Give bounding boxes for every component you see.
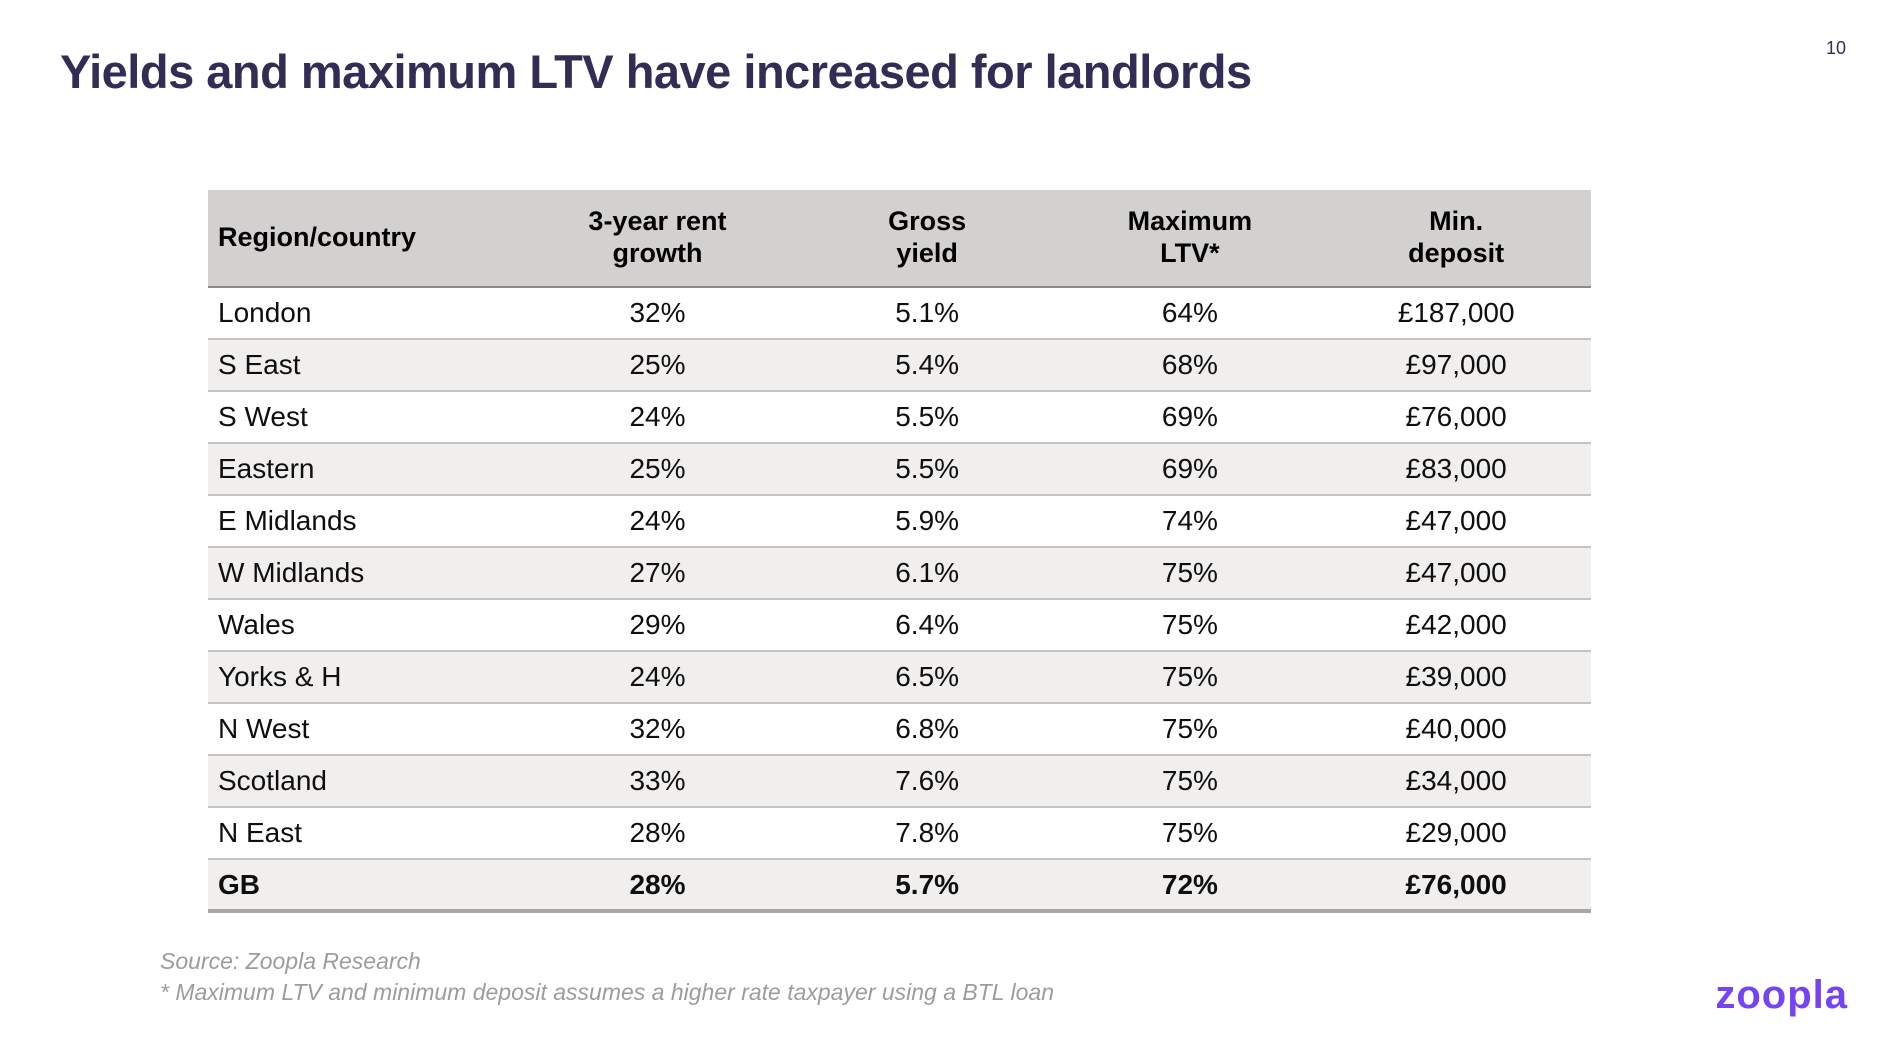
value-cell: £34,000 <box>1321 755 1591 808</box>
value-cell: £29,000 <box>1321 807 1591 860</box>
value-cell: 5.7% <box>795 859 1059 913</box>
value-cell: 6.5% <box>795 651 1059 704</box>
value-cell: 75% <box>1058 547 1322 600</box>
footnote-text: * Maximum LTV and minimum deposit assume… <box>160 979 1055 1006</box>
value-cell: 68% <box>1058 339 1322 392</box>
value-cell: 69% <box>1058 443 1322 496</box>
region-cell: N West <box>208 703 520 756</box>
value-cell: 32% <box>519 287 796 340</box>
value-cell: 64% <box>1058 287 1322 340</box>
value-cell: 24% <box>519 495 796 548</box>
page-title: Yields and maximum LTV have increased fo… <box>60 45 1252 98</box>
value-cell: 6.1% <box>795 547 1059 600</box>
column-header-max-ltv: Maximum LTV* <box>1058 190 1322 288</box>
value-cell: 69% <box>1058 391 1322 444</box>
table-row: London 32% 5.1% 64% £187,000 <box>208 287 1591 340</box>
region-cell: Eastern <box>208 443 520 496</box>
value-cell: 24% <box>519 391 796 444</box>
value-cell: 5.1% <box>795 287 1059 340</box>
region-cell: Scotland <box>208 755 520 808</box>
value-cell: 74% <box>1058 495 1322 548</box>
source-text: Source: Zoopla Research <box>160 948 421 974</box>
table-row: N East 28% 7.8% 75% £29,000 <box>208 807 1591 860</box>
value-cell: 75% <box>1058 755 1322 808</box>
region-cell: S East <box>208 339 520 392</box>
value-cell: 24% <box>519 651 796 704</box>
value-cell: £83,000 <box>1321 443 1591 496</box>
table-row: Yorks & H 24% 6.5% 75% £39,000 <box>208 651 1591 704</box>
value-cell: £40,000 <box>1321 703 1591 756</box>
regions-table: Region/country 3-year rent growth Gross … <box>208 190 1591 913</box>
value-cell: £47,000 <box>1321 495 1591 548</box>
table-row: Wales 29% 6.4% 75% £42,000 <box>208 599 1591 652</box>
value-cell: 25% <box>519 443 796 496</box>
value-cell: £97,000 <box>1321 339 1591 392</box>
column-header-rent-growth: 3-year rent growth <box>519 190 796 288</box>
value-cell: 75% <box>1058 807 1322 860</box>
table-row: S East 25% 5.4% 68% £97,000 <box>208 339 1591 392</box>
value-cell: £39,000 <box>1321 651 1591 704</box>
region-cell: London <box>208 287 520 340</box>
value-cell: 5.9% <box>795 495 1059 548</box>
page-number: 10 <box>1825 38 1846 58</box>
value-cell: 27% <box>519 547 796 600</box>
column-header-gross-yield: Gross yield <box>795 190 1059 288</box>
value-cell: £42,000 <box>1321 599 1591 652</box>
data-table-container: Region/country 3-year rent growth Gross … <box>208 190 1591 913</box>
table-total-row: GB 28% 5.7% 72% £76,000 <box>208 859 1591 913</box>
zoopla-logo: zoopla <box>1715 973 1848 1017</box>
value-cell: £187,000 <box>1321 287 1591 340</box>
value-cell: 29% <box>519 599 796 652</box>
value-cell: 75% <box>1058 703 1322 756</box>
value-cell: 7.8% <box>795 807 1059 860</box>
region-cell: S West <box>208 391 520 444</box>
column-header-region: Region/country <box>208 190 520 288</box>
value-cell: 5.5% <box>795 443 1059 496</box>
table-row: E Midlands 24% 5.9% 74% £47,000 <box>208 495 1591 548</box>
value-cell: 5.4% <box>795 339 1059 392</box>
table-row: S West 24% 5.5% 69% £76,000 <box>208 391 1591 444</box>
table-row: W Midlands 27% 6.1% 75% £47,000 <box>208 547 1591 600</box>
value-cell: 28% <box>519 807 796 860</box>
table-row: Scotland 33% 7.6% 75% £34,000 <box>208 755 1591 808</box>
value-cell: 33% <box>519 755 796 808</box>
table-row: N West 32% 6.8% 75% £40,000 <box>208 703 1591 756</box>
footer-notes: Source: Zoopla Research * Maximum LTV an… <box>160 946 1054 1008</box>
region-cell: Wales <box>208 599 520 652</box>
value-cell: 75% <box>1058 651 1322 704</box>
value-cell: 6.8% <box>795 703 1059 756</box>
value-cell: 6.4% <box>795 599 1059 652</box>
table-header: Region/country 3-year rent growth Gross … <box>208 190 1591 288</box>
value-cell: 32% <box>519 703 796 756</box>
value-cell: 25% <box>519 339 796 392</box>
value-cell: 75% <box>1058 599 1322 652</box>
value-cell: 72% <box>1058 859 1322 913</box>
table-body: London 32% 5.1% 64% £187,000 S East 25% 5.4% 68%… <box>208 287 1591 913</box>
column-header-min-deposit: Min. deposit <box>1321 190 1591 288</box>
table-header-row: Region/country 3-year rent growth Gross … <box>208 190 1591 288</box>
region-cell: E Midlands <box>208 495 520 548</box>
region-cell: GB <box>208 859 520 913</box>
region-cell: W Midlands <box>208 547 520 600</box>
region-cell: N East <box>208 807 520 860</box>
table-row: Eastern 25% 5.5% 69% £83,000 <box>208 443 1591 496</box>
value-cell: £76,000 <box>1321 391 1591 444</box>
value-cell: 5.5% <box>795 391 1059 444</box>
value-cell: £76,000 <box>1321 859 1591 913</box>
region-cell: Yorks & H <box>208 651 520 704</box>
value-cell: 28% <box>519 859 796 913</box>
value-cell: 7.6% <box>795 755 1059 808</box>
value-cell: £47,000 <box>1321 547 1591 600</box>
